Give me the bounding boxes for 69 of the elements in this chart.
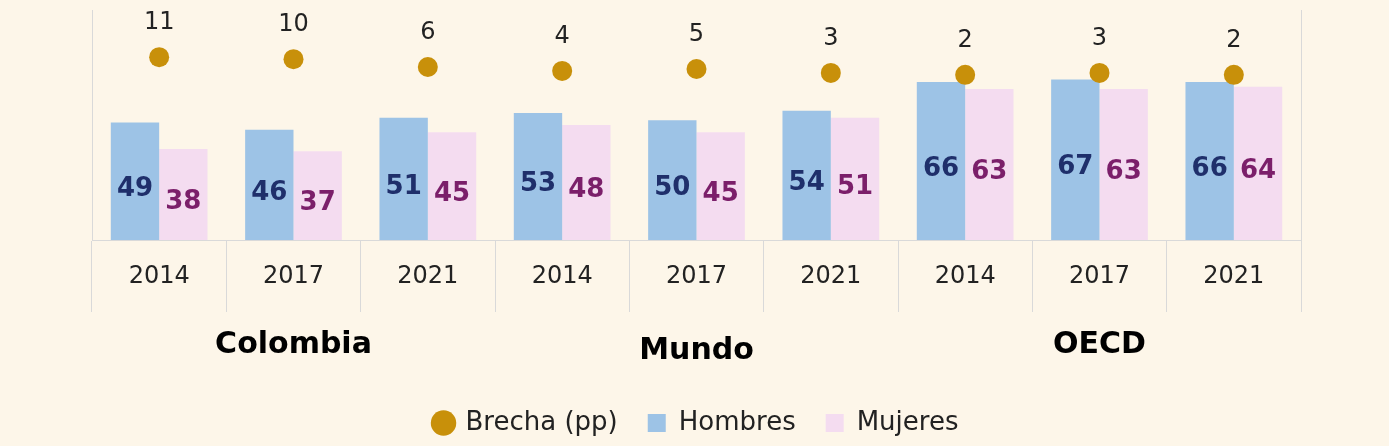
point: [820, 62, 841, 83]
data-label: 66: [922, 151, 960, 182]
point: [1089, 62, 1110, 83]
data-label: 53: [519, 167, 557, 198]
text: OECD: [1053, 324, 1146, 360]
data-label: 67: [1057, 150, 1094, 181]
bar: [1233, 86, 1283, 240]
data-label: 10: [278, 9, 309, 38]
data-label: 3: [823, 23, 839, 52]
x-tick-label: 2017: [262, 260, 325, 289]
point: [1223, 64, 1244, 85]
data-label: 51: [836, 169, 874, 200]
bar: [830, 117, 880, 240]
x-tick-label: 2014: [531, 260, 593, 289]
data-label: 63: [1105, 155, 1142, 186]
legend-label: Hombres: [678, 405, 796, 436]
data-label: 2: [957, 25, 973, 54]
point: [686, 58, 707, 79]
x-tick-label: 2021: [1203, 260, 1265, 289]
data-label: 63: [971, 155, 1008, 186]
legend-label: Mujeres: [856, 405, 959, 436]
x-tick-label: 2014: [934, 260, 996, 289]
point: [552, 60, 573, 81]
text: Mundo: [639, 330, 754, 366]
bar: [1185, 81, 1234, 240]
bar: [379, 117, 428, 240]
data-label: 45: [702, 176, 739, 207]
data-label: 51: [385, 169, 422, 200]
bar: [293, 151, 342, 240]
x-tick-label: 2021: [800, 260, 862, 289]
bar: [782, 110, 831, 240]
data-label: 54: [788, 166, 825, 197]
point: [149, 47, 170, 68]
bar: [110, 122, 160, 240]
text: Colombia: [215, 324, 372, 360]
point: [283, 49, 304, 70]
data-label: 45: [433, 176, 471, 207]
x-tick-label: 2017: [665, 260, 728, 289]
bar: [648, 120, 697, 240]
data-label: 38: [165, 185, 202, 216]
data-label: 11: [143, 7, 175, 36]
legend-label: Brecha (pp): [465, 405, 618, 436]
bar: [696, 132, 745, 240]
bar: [965, 89, 1014, 240]
x-tick-label: 2021: [397, 260, 459, 289]
data-label: 48: [568, 173, 605, 204]
data-label: 49: [116, 172, 154, 203]
bar: [159, 148, 208, 240]
bar: [1099, 89, 1148, 240]
bar: [245, 129, 294, 240]
data-label: 5: [688, 19, 705, 48]
bar: [427, 132, 477, 240]
point: [955, 64, 976, 85]
bar: [513, 113, 563, 240]
data-label: 3: [1091, 23, 1108, 52]
data-label: 50: [654, 170, 691, 201]
bar: [1051, 79, 1100, 240]
bar: [562, 125, 611, 240]
x-tick-label: 2017: [1068, 260, 1131, 289]
data-label: 6: [420, 17, 436, 46]
data-label: 2: [1226, 25, 1242, 54]
point: [417, 57, 438, 78]
data-label: 46: [251, 175, 288, 206]
data-label: 37: [299, 186, 336, 217]
x-tick-label: 2014: [128, 260, 190, 289]
bar: [916, 81, 966, 240]
data-label: 64: [1239, 154, 1277, 185]
data-label: 66: [1191, 151, 1228, 182]
data-label: 4: [554, 21, 570, 50]
